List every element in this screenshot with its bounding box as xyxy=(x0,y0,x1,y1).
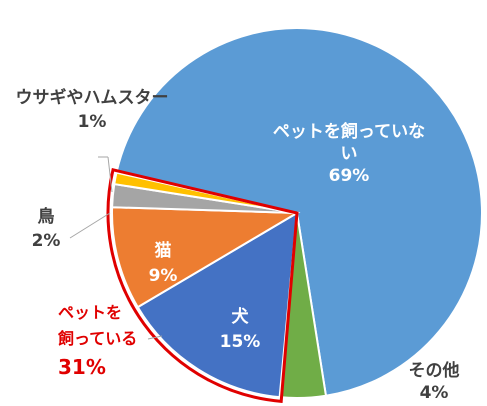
leader-line-callout xyxy=(147,335,163,340)
leader-line-rabbit xyxy=(107,156,113,193)
leader-line-bird xyxy=(69,212,111,239)
data-label: その他 4% xyxy=(409,360,460,403)
data-label: 鳥 2% xyxy=(32,206,61,251)
pie-slice xyxy=(115,27,483,397)
data-label: 犬 15% xyxy=(220,306,261,352)
data-label: ペットを飼っていない 69% xyxy=(273,121,425,186)
pie-slice xyxy=(111,206,301,309)
pie-slice xyxy=(136,211,299,399)
pet-owners-outline xyxy=(106,168,299,403)
data-label: 猫 9% xyxy=(149,240,178,286)
pet-owners-callout: ペットを飼っている 31% xyxy=(57,303,137,379)
data-label: ウサギやハムスター 1% xyxy=(16,88,169,132)
